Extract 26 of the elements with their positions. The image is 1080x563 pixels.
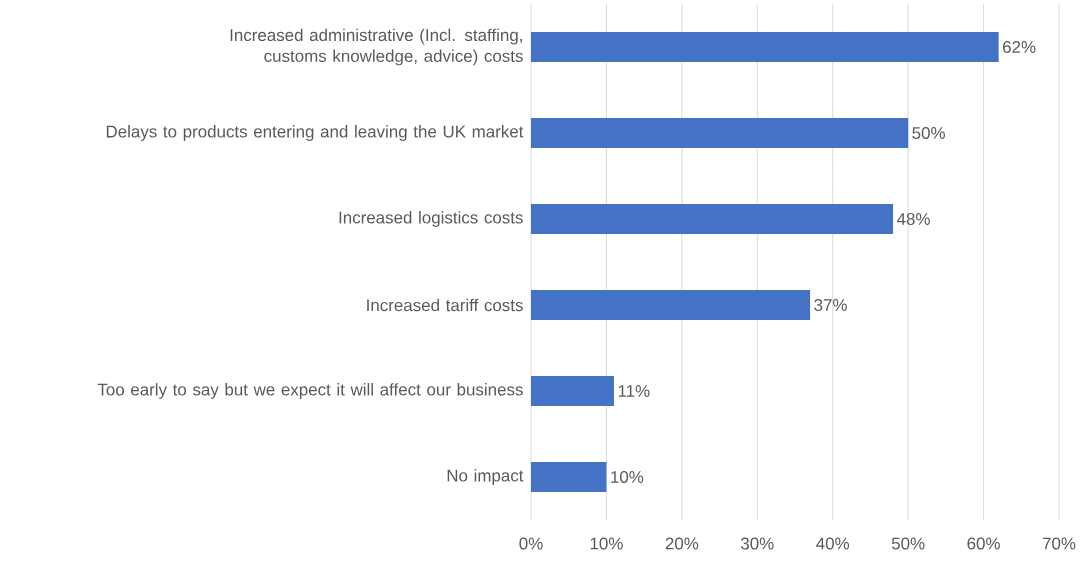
x-tick-label: 20% xyxy=(665,537,699,550)
x-tick-label: 30% xyxy=(740,537,774,550)
data-label: 62% xyxy=(1003,41,1036,53)
y-tick-label: Delays to products entering and leaving the UK market xyxy=(106,125,524,141)
y-tick-label: No impact xyxy=(447,469,524,485)
data-label: 50% xyxy=(912,127,945,139)
x-tick-label: 60% xyxy=(967,537,1000,550)
data-label: 37% xyxy=(814,299,847,312)
data-label: 48% xyxy=(896,213,930,226)
x-tick-label: 40% xyxy=(816,537,850,550)
y-tick-label: Increased tariff costs xyxy=(367,298,523,312)
x-tick-label: 70% xyxy=(1042,537,1076,550)
y-tick-label: Increased logistics costs xyxy=(339,211,523,227)
x-tick-label: 0% xyxy=(519,537,543,550)
x-tick-label: 50% xyxy=(891,537,925,550)
bar xyxy=(531,117,909,149)
x-tick-label: 10% xyxy=(590,537,623,550)
bar xyxy=(531,31,999,63)
bar xyxy=(531,203,894,235)
bar xyxy=(531,461,607,493)
y-tick-label: Too early to say but we expect it will affect our business xyxy=(97,383,523,399)
data-label: 11% xyxy=(618,385,650,397)
data-label: 10% xyxy=(611,471,644,484)
y-tick-label: Increased administrative (Incl. staffing, customs knowledge, advice) costs xyxy=(230,28,523,66)
bar xyxy=(531,375,614,407)
bar xyxy=(531,289,811,321)
